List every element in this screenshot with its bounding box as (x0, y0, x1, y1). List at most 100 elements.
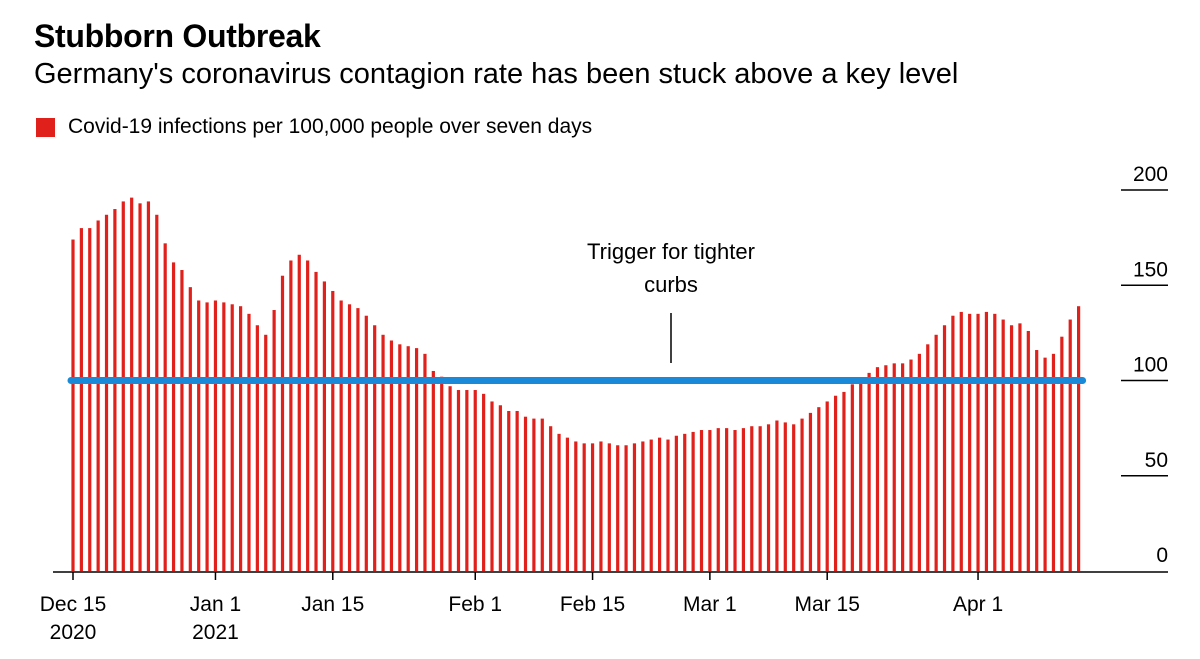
bar (783, 422, 787, 571)
bar (364, 315, 368, 571)
x-tick-label: 2020 (50, 621, 97, 644)
bar (322, 281, 326, 571)
bar (607, 443, 611, 571)
bar (398, 344, 402, 571)
bar (942, 325, 947, 571)
bar (557, 433, 561, 571)
bar (507, 410, 511, 571)
bar (104, 214, 109, 571)
bar (1026, 330, 1030, 571)
bar (817, 407, 821, 571)
bar (867, 372, 871, 571)
x-tick-label: Apr 1 (953, 593, 1003, 616)
bar (532, 418, 536, 571)
bar (1043, 357, 1047, 571)
bar (71, 239, 75, 571)
y-tick-label: 50 (1145, 449, 1168, 472)
bar (909, 359, 913, 571)
bar (79, 228, 83, 571)
bar (917, 353, 921, 571)
bar (289, 260, 293, 571)
bar (758, 426, 762, 571)
bar (733, 430, 737, 571)
bar (482, 393, 486, 571)
bar (725, 428, 729, 571)
bar (590, 443, 595, 571)
bar (808, 412, 813, 571)
x-tick-label: Jan 15 (301, 593, 364, 616)
bar (448, 386, 452, 571)
bar (88, 228, 92, 571)
legend: Covid-19 infections per 100,000 people o… (36, 115, 592, 139)
bar (549, 426, 553, 571)
bar (473, 390, 477, 571)
bar (490, 401, 494, 571)
bar (1001, 319, 1005, 571)
bar (180, 270, 184, 571)
bar (130, 197, 134, 571)
bar (431, 370, 435, 571)
bar (239, 306, 243, 571)
bar (716, 428, 720, 571)
bar (825, 401, 829, 571)
bar (1051, 353, 1056, 571)
x-tick-label: Feb 1 (448, 593, 502, 616)
x-tick-label: Mar 15 (795, 593, 860, 616)
bar (205, 302, 209, 571)
bar (674, 435, 678, 571)
y-tick-label: 150 (1133, 258, 1168, 281)
bar (649, 439, 653, 571)
bar (842, 391, 846, 571)
bar (523, 416, 528, 571)
bar (255, 325, 259, 571)
bar (984, 311, 989, 571)
bar (96, 220, 100, 572)
y-tick-label: 200 (1133, 163, 1168, 186)
bar (766, 424, 771, 571)
bar (423, 353, 427, 571)
bar (691, 431, 695, 571)
bar (440, 376, 444, 571)
bar (222, 302, 226, 571)
bar (901, 363, 905, 571)
bar (306, 260, 310, 571)
bar (163, 243, 167, 571)
bar (121, 201, 125, 571)
x-tick-label: Dec 15 (40, 593, 107, 616)
bar (113, 209, 117, 572)
bar (624, 445, 628, 571)
bar (1068, 319, 1072, 571)
x-tick-label: Jan 1 (190, 593, 241, 616)
bar (616, 445, 620, 571)
bar (465, 390, 469, 571)
bar (197, 300, 201, 571)
bar (1077, 306, 1081, 571)
bar (859, 378, 863, 571)
bar (599, 441, 603, 571)
bar (968, 313, 972, 571)
bar (456, 390, 461, 571)
legend-swatch (36, 117, 55, 137)
bar (1035, 350, 1039, 571)
bar (389, 340, 394, 571)
bar (892, 363, 896, 571)
bar (875, 367, 880, 571)
bar (934, 334, 938, 571)
bar (565, 437, 570, 571)
bar (1060, 336, 1064, 571)
bar (582, 443, 586, 571)
bar (632, 443, 637, 571)
bar (230, 304, 234, 571)
bar (1009, 325, 1014, 571)
bar (833, 395, 838, 571)
bar (976, 313, 980, 571)
bar (264, 334, 268, 571)
bar (414, 348, 419, 571)
bar (373, 325, 377, 571)
bar (171, 262, 176, 571)
bar (951, 315, 955, 571)
bar (1018, 323, 1022, 571)
bar (347, 304, 352, 571)
bar (699, 430, 704, 571)
